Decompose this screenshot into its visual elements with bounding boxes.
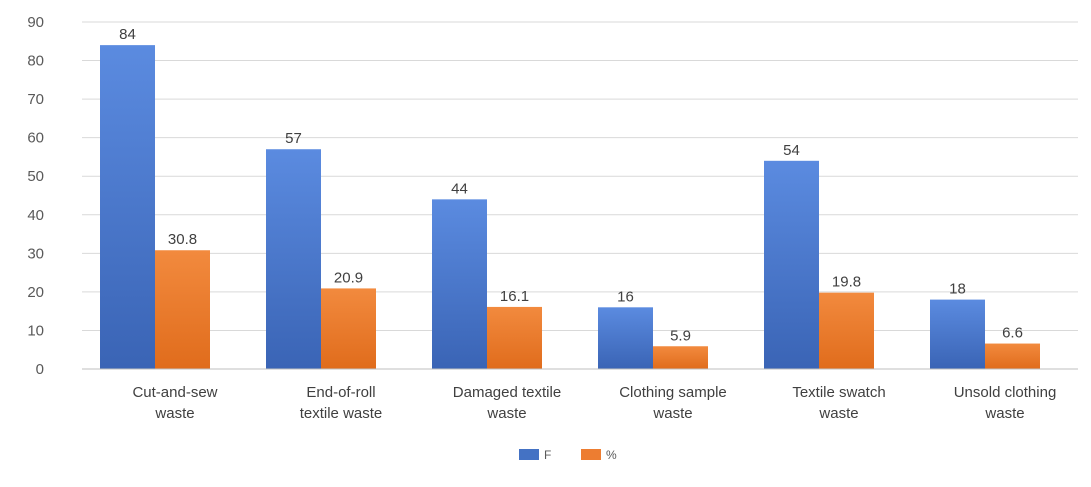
y-tick-label: 50 bbox=[27, 168, 44, 185]
x-tick-label: Damaged textile bbox=[453, 384, 561, 401]
x-tick-label: Textile swatch bbox=[792, 384, 885, 401]
data-label: 20.9 bbox=[334, 269, 363, 286]
y-tick-label: 90 bbox=[27, 14, 44, 31]
x-tick-label: Clothing sample bbox=[619, 384, 727, 401]
bar-f bbox=[266, 149, 321, 369]
data-labels: 84 30.8 57 20.9 44 16.1 16 5.9 54 19.8 18 6.6 bbox=[119, 26, 1023, 344]
data-label: 30.8 bbox=[168, 231, 197, 248]
x-tick-label: waste bbox=[154, 405, 194, 422]
x-tick-label: waste bbox=[486, 405, 526, 422]
legend-label: % bbox=[606, 448, 617, 462]
data-label: 84 bbox=[119, 26, 136, 43]
x-axis: Cut-and-sew waste End-of-roll textile waste… bbox=[82, 368, 1078, 422]
y-tick-label: 40 bbox=[27, 207, 44, 224]
bar-f bbox=[598, 307, 653, 369]
data-label: 44 bbox=[451, 180, 468, 197]
legend-swatch bbox=[581, 449, 601, 460]
legend: F% bbox=[519, 448, 617, 462]
data-label: 19.8 bbox=[832, 274, 861, 291]
bars bbox=[100, 45, 1040, 370]
x-tick-label: textile waste bbox=[300, 405, 383, 422]
data-label: 16 bbox=[617, 288, 634, 305]
legend-label: F bbox=[544, 448, 551, 462]
y-tick-label: 70 bbox=[27, 91, 44, 108]
y-tick-label: 20 bbox=[27, 284, 44, 301]
bar-f bbox=[432, 199, 487, 369]
bar-pct bbox=[487, 306, 542, 369]
x-tick-label: waste bbox=[818, 405, 858, 422]
legend-swatch bbox=[519, 449, 539, 460]
bar-pct bbox=[653, 346, 708, 369]
x-tick-label: End-of-roll bbox=[306, 384, 375, 401]
data-label: 54 bbox=[783, 142, 800, 159]
x-tick-label: Unsold clothing bbox=[954, 384, 1057, 401]
y-tick-label: 0 bbox=[36, 361, 44, 378]
y-tick-label: 60 bbox=[27, 130, 44, 147]
bar-pct bbox=[155, 250, 210, 369]
data-label: 57 bbox=[285, 130, 302, 147]
data-label: 16.1 bbox=[500, 288, 529, 305]
y-axis: 0 10 20 30 40 50 60 70 80 90 bbox=[27, 14, 44, 378]
data-label: 18 bbox=[949, 281, 966, 298]
bar-pct bbox=[985, 343, 1040, 369]
bar-f bbox=[764, 160, 819, 369]
bar-pct bbox=[321, 288, 376, 369]
x-tick-label: waste bbox=[652, 405, 692, 422]
y-tick-label: 30 bbox=[27, 245, 44, 262]
bar-pct bbox=[819, 292, 874, 369]
y-tick-label: 10 bbox=[27, 322, 44, 339]
bar-f bbox=[100, 45, 155, 370]
x-tick-label: Cut-and-sew bbox=[132, 384, 217, 401]
data-label: 5.9 bbox=[670, 327, 691, 344]
x-tick-label: waste bbox=[984, 405, 1024, 422]
gridlines bbox=[82, 21, 1078, 331]
bar-f bbox=[930, 299, 985, 369]
data-label: 6.6 bbox=[1002, 325, 1023, 342]
y-tick-label: 80 bbox=[27, 53, 44, 70]
